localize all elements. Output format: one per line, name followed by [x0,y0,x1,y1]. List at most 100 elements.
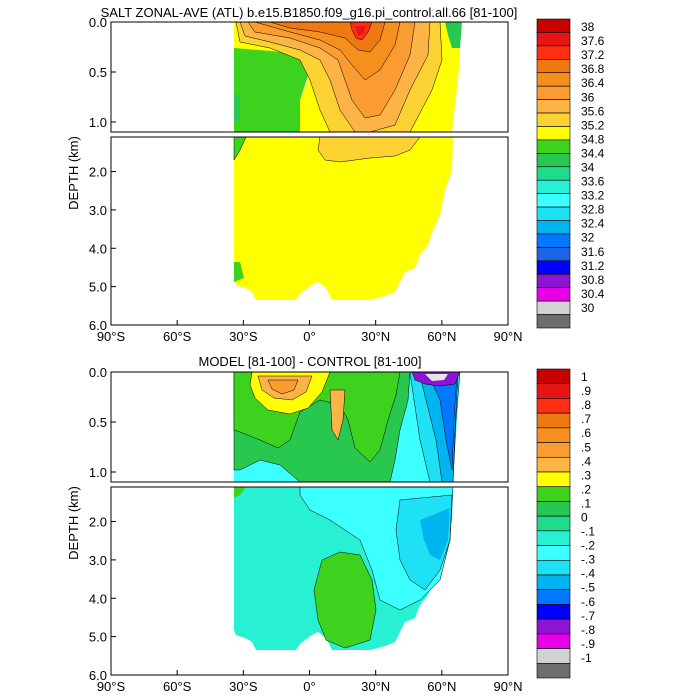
top-y-ticks-upper: 0.0 0.5 1.0 [89,15,116,130]
colorbar-swatch [536,456,571,473]
colorbar-label: .4 [581,454,591,468]
x-tick-label: 90°N [493,679,522,694]
colorbar-label: 0 [581,510,588,524]
colorbar-label: -.2 [581,539,595,553]
colorbar-swatch [536,166,571,181]
x-tick-label: 30°N [361,679,390,694]
colorbar-label: .9 [581,384,591,398]
top-upper-field-380 [355,26,366,35]
y-tick-label: 0.0 [89,15,107,30]
bottom-title: MODEL [81-100] - CONTROL [81-100] [198,354,421,369]
colorbar-swatch [536,515,571,532]
colorbar-label: -.7 [581,609,595,623]
top-y-axis-label: DEPTH (km) [66,136,81,210]
colorbar-label: -.1 [581,525,595,539]
colorbar-label: -.5 [581,581,595,595]
top-upper-field-south-fresh [234,95,240,122]
x-tick-label: 90°S [97,329,126,344]
colorbar-swatch [536,633,571,649]
colorbar-label: -.3 [581,553,595,567]
y-tick-label: 3.0 [89,203,107,218]
colorbar-label: 30.4 [581,287,605,301]
colorbar-label: .8 [581,398,591,412]
top-colorbar: 3837.637.236.836.43635.635.234.834.43433… [536,18,605,329]
colorbar-swatch [536,32,571,47]
colorbar-swatch [536,427,571,443]
colorbar-label: .6 [581,426,591,440]
colorbar-swatch [536,85,571,100]
top-upper-frame [110,21,509,133]
colorbar-label: 1 [581,370,588,384]
bottom-y-axis-label: DEPTH (km) [66,486,81,560]
colorbar-label: 30.8 [581,273,605,287]
y-tick-label: 5.0 [89,630,107,645]
x-tick-label: 60°N [427,329,456,344]
colorbar-swatch [536,45,571,60]
y-tick-label: 2.0 [89,515,107,530]
colorbar-swatch [536,139,571,154]
colorbar-swatch [536,153,571,168]
colorbar-label: .3 [581,468,591,482]
colorbar-swatch [536,530,571,546]
colorbar-swatch [536,589,571,605]
x-tick-label: 90°N [493,329,522,344]
top-upper-field-fresh [234,48,310,132]
colorbar-label: -.8 [581,623,595,637]
colorbar-label: -1 [581,651,592,665]
x-tick-label: 0° [303,679,315,694]
colorbar-label: 35.2 [581,118,605,132]
bottom-upper-field-pos-eq [329,389,346,441]
colorbar-swatch [536,206,571,221]
colorbar-label: .7 [581,412,591,426]
colorbar-label: 34.4 [581,146,605,160]
top-panel: SALT ZONAL-AVE (ATL) b.e15.B1850.f09_g16… [66,5,605,344]
x-tick-label: 30°S [229,679,258,694]
colorbar-label: 31.6 [581,245,605,259]
colorbar-swatch [536,559,571,576]
bottom-panel: MODEL [81-100] - CONTROL [81-100] [66,354,595,694]
bottom-upper-field-white [425,374,448,381]
y-tick-label: 0.5 [89,415,107,430]
colorbar-label: 36.8 [581,62,605,76]
colorbar-swatch [536,126,571,141]
colorbar-swatch [536,574,571,591]
colorbar-swatch [536,287,571,302]
colorbar-label: .2 [581,482,591,496]
x-tick-label: 0° [303,329,315,344]
colorbar-label: -.9 [581,637,595,651]
y-tick-label: 6.0 [89,318,107,333]
bottom-y-ticks-lower: 2.0 3.0 4.0 5.0 6.0 [89,515,116,683]
colorbar-swatch [536,233,571,248]
colorbar-swatch [536,501,571,517]
x-tick-label: 30°N [361,329,390,344]
top-title: SALT ZONAL-AVE (ATL) b.e15.B1850.f09_g16… [101,5,518,20]
colorbar-swatch [536,193,571,208]
colorbar-swatch [536,545,571,561]
colorbar-swatch [536,99,571,114]
colorbar-swatch [536,471,571,488]
bottom-lower-field-pos [313,551,377,649]
colorbar-swatch [536,604,571,620]
colorbar-swatch [536,648,571,664]
colorbar-label: 34.8 [581,132,605,146]
colorbar-swatch [536,59,571,74]
colorbar-swatch [536,442,571,458]
y-tick-label: 3.0 [89,553,107,568]
y-tick-label: 4.0 [89,591,107,606]
top-upper-plot [110,21,509,133]
top-lower-field-356 [317,136,421,163]
y-tick-label: 0.5 [89,65,107,80]
colorbar-label: .1 [581,496,591,510]
y-tick-label: 4.0 [89,241,107,256]
colorbar-label: 30 [581,301,595,315]
top-x-ticks: 90°S 60°S 30°S 0° 30°N 60°N 90°N [97,320,523,344]
bottom-lower-field-south [234,487,246,498]
bottom-y-ticks-upper: 0.0 0.5 1.0 [89,365,116,480]
x-tick-label: 30°S [229,329,258,344]
colorbar-swatch [536,412,571,429]
x-tick-label: 90°S [97,679,126,694]
bottom-x-ticks: 90°S 60°S 30°S 0° 30°N 60°N 90°N [97,670,523,694]
bottom-lower-field-neg-04 [420,508,450,560]
colorbar-label: 33.2 [581,189,605,203]
colorbar-swatch [536,486,571,502]
